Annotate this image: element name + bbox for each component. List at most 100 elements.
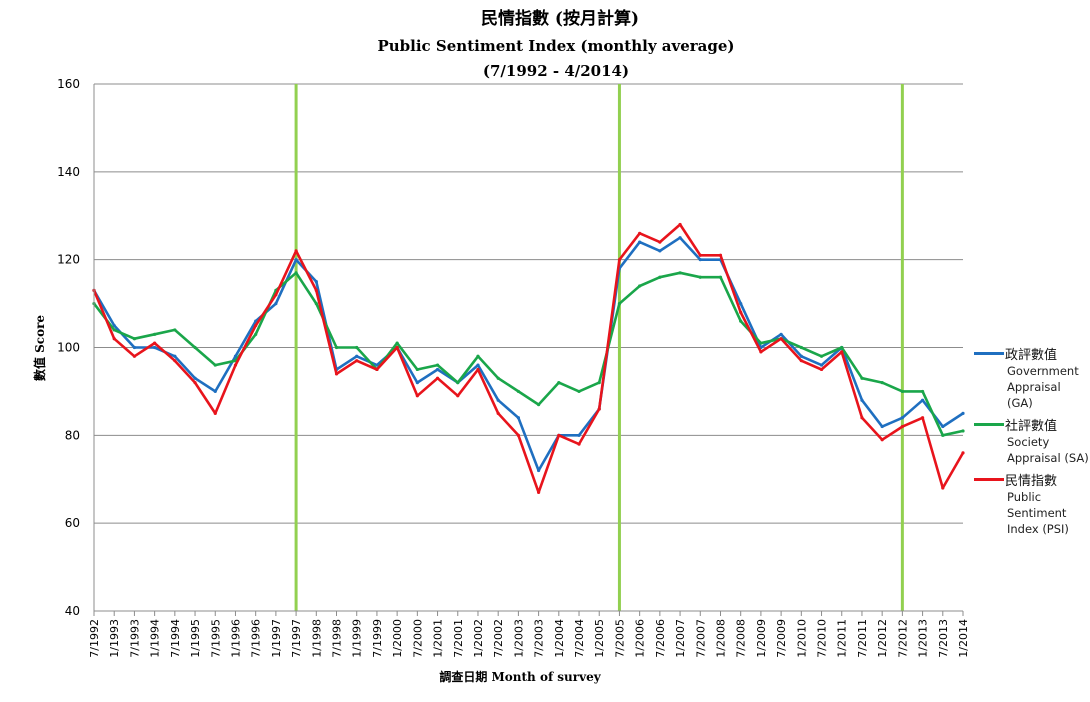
chart-period: (7/1992 - 4/2014) xyxy=(483,62,629,80)
series-point-3 xyxy=(537,490,541,495)
series-point-3 xyxy=(415,394,419,398)
series-point-3 xyxy=(739,310,743,314)
x-tick-label: 1/2001 xyxy=(432,619,445,658)
chart-subtitle: Public Sentiment Index (monthly average) xyxy=(377,37,734,55)
series-point-3 xyxy=(678,222,682,227)
y-tick-label: 80 xyxy=(65,428,80,442)
gridlines xyxy=(94,83,963,612)
x-tick-label: 7/2009 xyxy=(775,619,788,658)
series-point-2 xyxy=(132,337,137,341)
x-tick-label: 7/2000 xyxy=(411,619,424,658)
series-point-3 xyxy=(496,411,500,415)
x-tick-label: 1/2012 xyxy=(876,619,889,658)
series-point-1 xyxy=(153,345,157,350)
series-point-3 xyxy=(476,367,480,372)
series-point-2 xyxy=(213,363,217,367)
x-tick-label: 1/1996 xyxy=(229,619,242,658)
series-point-2 xyxy=(112,328,116,332)
x-tick-label: 7/2013 xyxy=(937,619,950,658)
series-point-1 xyxy=(435,367,440,372)
series-point-3 xyxy=(395,345,399,350)
legend-label-sa: 社評數值 xyxy=(1005,419,1058,434)
series-point-1 xyxy=(941,424,945,429)
x-tick-label: 1/2000 xyxy=(391,619,404,658)
series-point-3 xyxy=(860,416,864,420)
series-point-2 xyxy=(961,429,965,433)
series-point-2 xyxy=(799,345,803,350)
series-point-2 xyxy=(880,381,884,385)
series-point-1 xyxy=(860,398,864,402)
series-point-3 xyxy=(132,354,137,358)
series-point-3 xyxy=(718,253,723,257)
y-tick-label: 160 xyxy=(57,77,80,91)
x-axis-label: 調查日期 Month of survey xyxy=(439,669,601,684)
legend-label-psi: 民情指數 xyxy=(1005,474,1058,489)
series-point-1 xyxy=(254,319,258,323)
legend-sublabel-ga: Government Appraisal (GA) xyxy=(1007,364,1079,410)
x-tick-label: 1/2004 xyxy=(553,619,566,658)
series-point-1 xyxy=(537,468,541,473)
x-tick-label: 1/2013 xyxy=(917,619,930,658)
series-point-3 xyxy=(213,411,217,415)
x-tick-label: 7/2004 xyxy=(573,619,586,658)
series-point-1 xyxy=(658,249,662,253)
series-point-1 xyxy=(274,301,278,306)
x-tick-label: 1/2007 xyxy=(674,619,687,658)
series-point-2 xyxy=(759,341,763,345)
x-tick-label: 7/2002 xyxy=(492,619,505,658)
series-point-2 xyxy=(395,341,399,345)
series-point-1 xyxy=(355,354,359,358)
legend-swatch-sa xyxy=(974,423,1004,426)
series-point-2 xyxy=(577,389,581,394)
x-tick-label: 7/2011 xyxy=(856,619,869,658)
series-point-3 xyxy=(233,363,238,367)
series-point-1 xyxy=(213,389,217,394)
series-point-2 xyxy=(476,354,480,358)
series-point-3 xyxy=(941,486,945,490)
series-point-3 xyxy=(355,359,359,363)
series-point-3 xyxy=(314,288,318,293)
y-tick-label: 60 xyxy=(65,516,80,530)
series-point-2 xyxy=(415,367,419,372)
series-point-3 xyxy=(274,293,278,297)
vertical-markers xyxy=(294,84,904,611)
series-point-2 xyxy=(678,271,682,275)
series-point-3 xyxy=(334,372,339,376)
series-point-1 xyxy=(314,280,318,284)
x-tick-label: 1/2010 xyxy=(795,619,808,658)
series-point-2 xyxy=(557,381,561,385)
series-point-3 xyxy=(799,359,803,363)
x-tick-label: 7/2007 xyxy=(694,619,707,658)
series-point-3 xyxy=(557,433,561,437)
series-point-3 xyxy=(961,451,965,455)
series-point-2 xyxy=(860,376,864,380)
series-lines xyxy=(92,222,965,495)
series-point-3 xyxy=(779,337,783,341)
x-tick-label: 7/1993 xyxy=(128,619,141,658)
series-point-3 xyxy=(900,424,904,429)
x-tick-label: 7/2010 xyxy=(816,619,829,658)
x-tick-label: 7/1994 xyxy=(169,619,182,658)
series-point-3 xyxy=(435,376,440,380)
legend-item-psi: 民情指數 Public Sentiment Index (PSI) xyxy=(974,470,1090,537)
x-tick-label: 7/1996 xyxy=(250,619,263,658)
series-point-2 xyxy=(638,284,642,288)
x-tick-label: 7/2012 xyxy=(896,619,909,658)
series-point-3 xyxy=(516,433,520,437)
series-point-2 xyxy=(920,389,925,394)
x-tick-label: 7/2001 xyxy=(452,619,465,658)
series-point-3 xyxy=(819,367,824,372)
series-point-1 xyxy=(920,398,925,402)
series-point-3 xyxy=(658,240,662,244)
series-point-2 xyxy=(617,301,622,306)
series-point-2 xyxy=(658,275,662,279)
series-point-1 xyxy=(132,345,137,350)
series-point-3 xyxy=(638,231,642,235)
series-point-1 xyxy=(476,363,480,367)
x-tick-label: 7/2006 xyxy=(654,619,667,658)
series-point-3 xyxy=(577,442,581,446)
y-tick-label: 100 xyxy=(57,341,80,355)
series-point-1 xyxy=(638,240,642,244)
legend-swatch-ga xyxy=(974,352,1004,355)
